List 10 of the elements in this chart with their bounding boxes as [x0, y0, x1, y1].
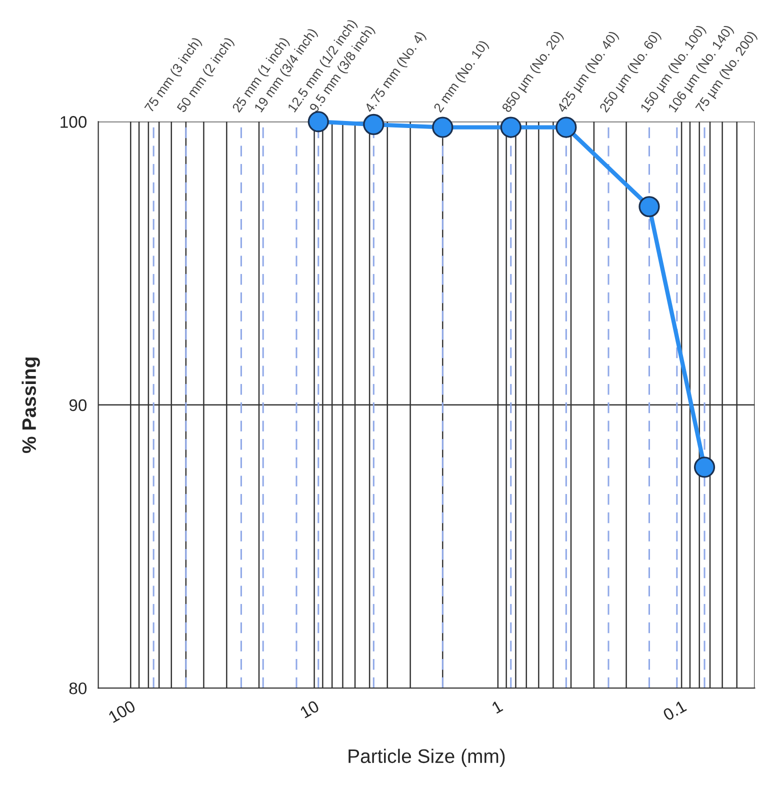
y-tick-label: 80	[69, 682, 87, 694]
x-tick-label: 0.1	[662, 700, 687, 722]
ref-line-label: 2 mm (No. 10)	[432, 39, 491, 114]
x-axis-title: Particle Size (mm)	[348, 748, 505, 767]
x-tick-label: 100	[108, 700, 136, 724]
x-tick-label: 1	[491, 700, 504, 714]
y-tick-label: 100	[60, 116, 87, 128]
y-tick-label: 90	[69, 399, 87, 412]
y-axis-title: % Passing	[22, 358, 40, 454]
x-tick-label: 10	[300, 700, 320, 718]
